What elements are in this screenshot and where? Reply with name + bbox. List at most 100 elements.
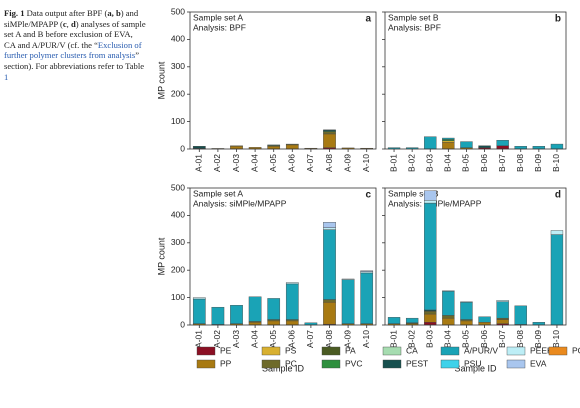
caption-part: Fig. 1 xyxy=(4,8,25,18)
y-tick-label: 300 xyxy=(171,237,185,247)
bar-segment xyxy=(192,297,206,300)
legend-label: A/PUR/V xyxy=(464,345,498,355)
x-tick-label: B-02 xyxy=(406,154,416,172)
y-tick-label: 0 xyxy=(180,143,185,153)
bar-segment xyxy=(424,309,437,312)
plot-frame xyxy=(189,11,377,150)
y-tick-label: 100 xyxy=(171,292,185,302)
bar-segment xyxy=(230,145,243,147)
caption-part: a, b xyxy=(107,8,121,18)
x-tick-label: B-05 xyxy=(461,154,471,172)
bar-segment xyxy=(460,301,473,303)
legend-swatch xyxy=(506,359,526,369)
bar-segment xyxy=(496,301,509,319)
bar-segment xyxy=(267,298,281,320)
x-tick-label: A-10 xyxy=(361,330,371,348)
bar-segment xyxy=(424,322,437,326)
x-tick-label: A-08 xyxy=(324,330,334,348)
x-tick-label: B-08 xyxy=(515,154,525,172)
y-tick-label: 300 xyxy=(171,61,185,71)
plot-frame xyxy=(384,11,567,150)
bar-segment xyxy=(442,291,455,316)
caption-part: ) and siMPle/MPAPP ( xyxy=(4,8,139,29)
x-tick-label: B-10 xyxy=(551,154,561,172)
bar-segment xyxy=(285,320,299,326)
x-tick-label: B-09 xyxy=(533,330,543,348)
y-tick-label: 400 xyxy=(171,34,185,44)
bar-segment xyxy=(496,145,509,150)
x-tick-label: A-02 xyxy=(212,330,222,348)
x-tick-label: A-04 xyxy=(249,330,259,348)
legend-label: PC xyxy=(285,358,297,368)
bar-segment xyxy=(442,317,455,326)
bar-segment xyxy=(248,296,262,322)
legend-label: PVC xyxy=(345,358,362,368)
bar-segment xyxy=(442,315,455,319)
bar-segment xyxy=(424,200,437,204)
panel-annotation: Sample set B xyxy=(388,12,439,22)
legend-label: PA xyxy=(345,345,356,355)
bar-segment xyxy=(532,146,546,150)
panel-annotation: Analysis: BPF xyxy=(193,22,246,32)
bar-segment xyxy=(460,141,473,148)
caption-part: ” section). For abbreviations refer to T… xyxy=(4,50,145,71)
legend-label: PS xyxy=(285,345,297,355)
x-tick-label: B-09 xyxy=(533,154,543,172)
bar-segment xyxy=(460,319,473,322)
panel-annotation: Sample set A xyxy=(193,12,243,22)
x-axis-label: Sample ID xyxy=(454,363,497,373)
legend-label: CA xyxy=(406,345,418,355)
plot-frame xyxy=(384,187,567,326)
x-tick-label: B-01 xyxy=(388,330,398,348)
bar-segment xyxy=(360,270,374,272)
bar-segment xyxy=(442,139,455,141)
bar-segment xyxy=(323,131,336,135)
bar-segment xyxy=(323,302,336,325)
legend-swatch xyxy=(321,359,341,369)
y-tick-label: 500 xyxy=(171,6,185,16)
caption-link[interactable]: Exclusion of further polymer clusters fr… xyxy=(4,39,142,61)
y-axis-label: MP count xyxy=(156,61,166,99)
x-tick-label: A-09 xyxy=(342,330,352,348)
bar-segment xyxy=(478,145,491,148)
x-tick-label: B-10 xyxy=(551,330,561,348)
legend-label: PE xyxy=(220,345,232,355)
x-tick-label: B-04 xyxy=(443,330,453,348)
bar-segment xyxy=(514,146,527,150)
x-tick-label: A-01 xyxy=(194,330,204,348)
bar-segment xyxy=(341,279,355,324)
legend-label: POM xyxy=(572,345,580,355)
x-tick-label: B-07 xyxy=(497,330,507,348)
legend-label: PP xyxy=(220,358,232,368)
caption-link[interactable]: 1 xyxy=(4,71,9,82)
panel-letter: d xyxy=(555,190,561,201)
x-tick-label: B-03 xyxy=(425,330,435,348)
x-tick-label: B-08 xyxy=(515,330,525,348)
x-tick-label: A-05 xyxy=(268,330,278,348)
bar-segment xyxy=(323,222,336,228)
x-tick-label: A-06 xyxy=(287,154,297,172)
y-tick-label: 500 xyxy=(171,182,185,192)
legend-swatch xyxy=(506,346,526,356)
panel-annotation: Sample set A xyxy=(193,188,243,198)
caption-part: c xyxy=(62,18,67,29)
bar-segment xyxy=(387,317,401,324)
panel-annotation: Analysis: BPF xyxy=(388,22,441,32)
x-tick-label: A-03 xyxy=(231,330,241,348)
x-tick-label: A-08 xyxy=(324,154,334,172)
x-tick-label: B-04 xyxy=(443,154,453,172)
bar-segment xyxy=(267,320,281,326)
x-tick-label: B-02 xyxy=(406,330,416,348)
plot-frame xyxy=(189,187,377,326)
y-tick-label: 400 xyxy=(171,210,185,220)
legend-swatch xyxy=(382,359,402,369)
bar-segment xyxy=(424,202,437,311)
x-tick-label: A-07 xyxy=(305,154,315,172)
bar-segment xyxy=(442,140,455,143)
x-tick-label: B-05 xyxy=(461,330,471,348)
legend-label: PEST xyxy=(406,358,428,368)
bar-segment xyxy=(424,313,437,323)
x-tick-label: A-07 xyxy=(305,330,315,348)
